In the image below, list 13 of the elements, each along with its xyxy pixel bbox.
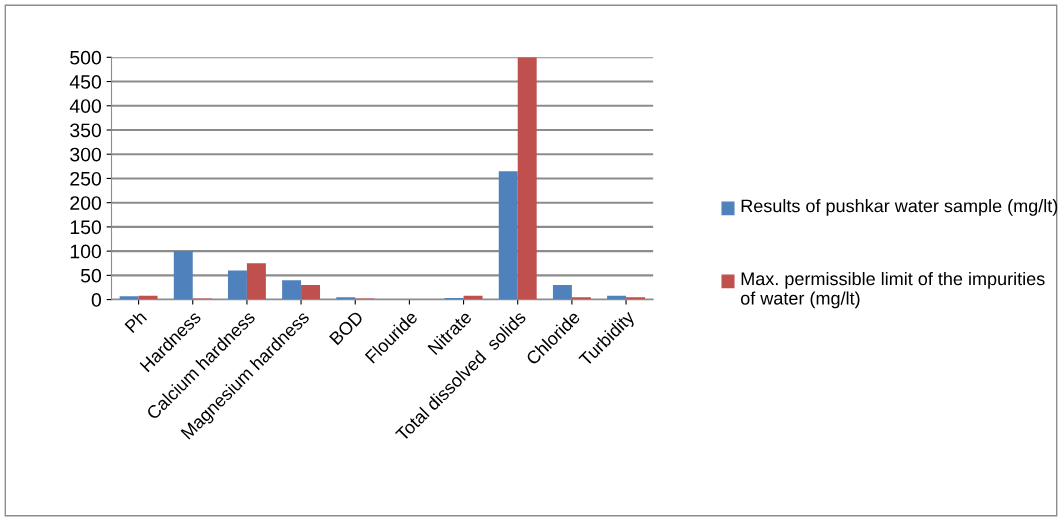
legend-label: Results of pushkar water sample (mg/lt) [741,199,1058,216]
y-tick-label: 400 [69,99,102,113]
y-tick-label: 350 [70,123,102,138]
y-tick-label: 0 [91,293,102,307]
y-tick-label: 150 [70,220,102,235]
legend-label: Max. permissible limit of the impurities of water (mg/lt) [740,271,1045,309]
y-tick-label: 250 [70,171,102,186]
y-tick-label: 300 [70,147,102,162]
y-tick-label: 100 [70,244,102,259]
y-tick-label: 500 [70,50,102,65]
y-tick-label: 200 [70,196,102,210]
y-tick-label: 50 [80,268,102,283]
y-tick-label: 450 [69,75,102,89]
